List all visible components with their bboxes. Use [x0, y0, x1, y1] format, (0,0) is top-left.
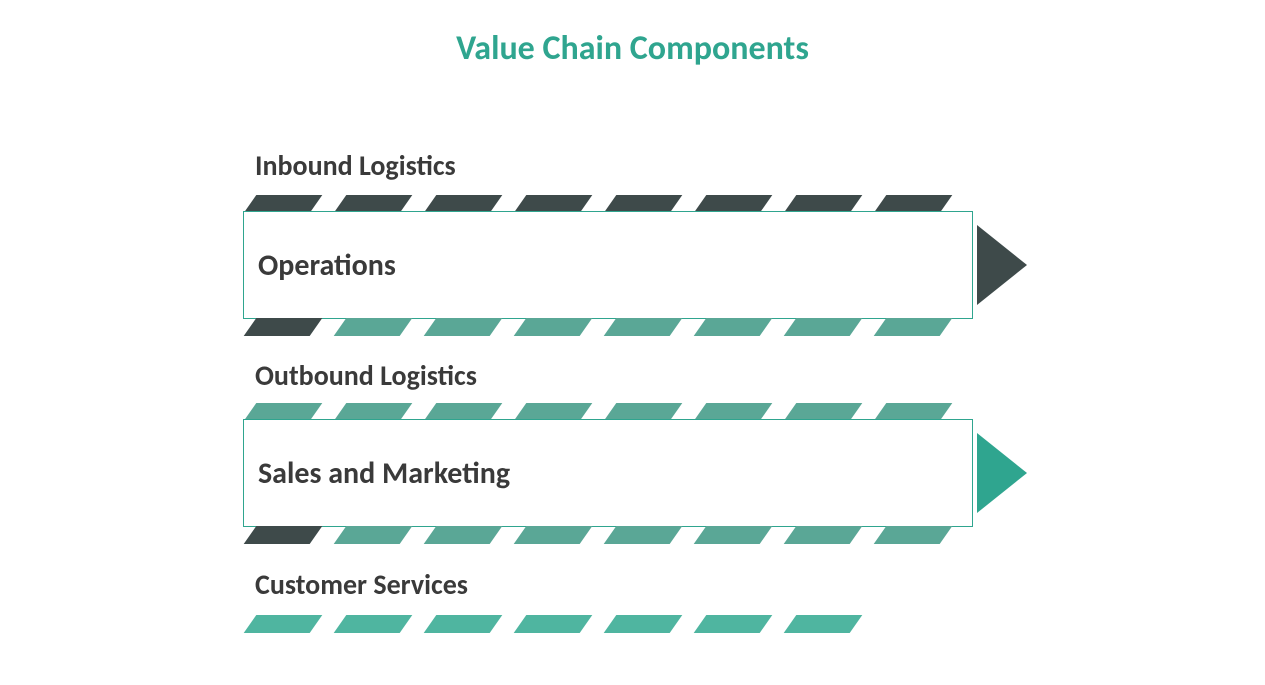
arrow-box-text-inbound: Operations [258, 247, 396, 284]
dash-segment [784, 526, 863, 544]
dash-segment [694, 526, 773, 544]
dash-segment [424, 318, 503, 336]
dash-segment [604, 615, 683, 633]
row-label-inbound: Inbound Logistics [255, 148, 456, 183]
arrow-box-text-outbound: Sales and Marketing [258, 455, 510, 492]
dash-segment [784, 615, 863, 633]
row-label-outbound: Outbound Logistics [255, 358, 477, 393]
dash-segment [604, 526, 683, 544]
dash-segment [244, 318, 323, 336]
dash-segment [334, 318, 413, 336]
arrow-box-outbound: Sales and Marketing [243, 419, 973, 527]
dash-segment [334, 615, 413, 633]
arrow-head-outbound [977, 433, 1027, 513]
dash-segment [514, 615, 593, 633]
dash-segment [334, 526, 413, 544]
arrow-head-inbound [977, 225, 1027, 305]
dash-segment [244, 526, 323, 544]
dash-segment [604, 318, 683, 336]
dash-segment [874, 318, 953, 336]
title-text: Value Chain Components [456, 28, 809, 69]
arrow-box-inbound: Operations [243, 211, 973, 319]
dash-segment [424, 526, 503, 544]
dash-segment [784, 318, 863, 336]
dash-segment [514, 526, 593, 544]
dash-segment [694, 615, 773, 633]
dash-band [250, 526, 940, 544]
dash-segment [514, 318, 593, 336]
dash-segment [694, 318, 773, 336]
row-label-customer: Customer Services [255, 567, 468, 602]
dash-band [250, 318, 940, 336]
page-title: Value Chain Components [0, 28, 1265, 69]
dash-band [250, 615, 940, 633]
dash-segment [874, 526, 953, 544]
dash-segment [424, 615, 503, 633]
dash-segment [244, 615, 323, 633]
